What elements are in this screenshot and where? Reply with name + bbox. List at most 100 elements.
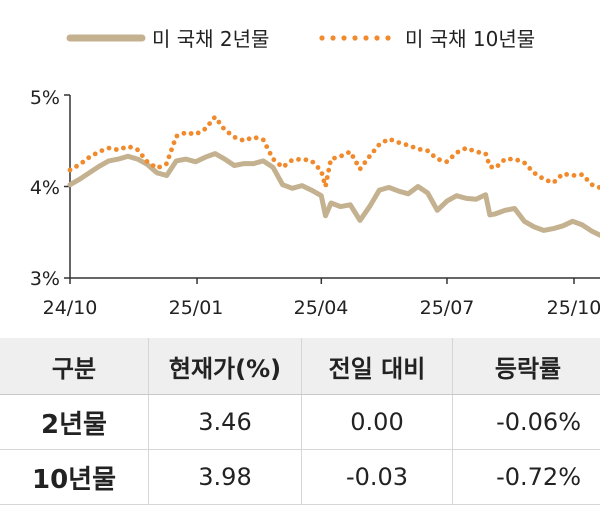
x-tick-label-2510: 25/10 (547, 297, 600, 319)
row-label: 2년물 (0, 395, 149, 450)
series-point-10y (217, 120, 222, 125)
series-point-10y (572, 173, 577, 178)
series-point-10y (358, 166, 363, 171)
legend-dot (385, 35, 390, 40)
series-point-10y (320, 171, 325, 176)
header-price: 현재가(%) (149, 338, 302, 395)
row-change: 0.00 (302, 395, 453, 450)
row-change: -0.03 (302, 450, 453, 505)
series-point-10y (277, 162, 282, 167)
legend-dot (319, 35, 324, 40)
series-point-10y (207, 121, 212, 126)
series-point-10y (328, 160, 333, 165)
series-point-10y (332, 156, 337, 161)
y-tick-label-3: 3% (30, 268, 60, 290)
x-tick-label-2501: 25/01 (169, 297, 224, 319)
series-point-10y (354, 161, 359, 166)
y-tick-label-4: 4% (30, 177, 60, 199)
series-point-10y (264, 144, 269, 149)
series-point-10y (247, 136, 252, 141)
series-point-10y (418, 147, 423, 152)
series-point-10y (151, 163, 156, 168)
series-point-10y (425, 148, 430, 153)
series-point-10y (240, 138, 245, 143)
series-point-10y (372, 149, 377, 154)
series-point-10y (304, 157, 309, 162)
series-point-10y (486, 159, 491, 164)
series-point-10y (135, 147, 140, 152)
series-point-10y (462, 146, 467, 151)
series-dots-10y (68, 115, 600, 189)
series-point-10y (93, 152, 98, 157)
series-point-10y (169, 147, 174, 152)
series-point-10y (404, 142, 409, 147)
series-point-10y (100, 148, 105, 153)
series-point-10y (128, 145, 133, 150)
series-point-10y (283, 163, 288, 168)
row-rate: -0.06% (453, 395, 600, 450)
series-point-10y (339, 153, 344, 158)
series-point-10y (140, 153, 145, 158)
series-point-10y (202, 127, 207, 132)
series-point-10y (323, 183, 328, 188)
series-point-10y (145, 159, 150, 164)
series-point-10y (74, 164, 79, 169)
series-point-10y (579, 172, 584, 177)
series-point-10y (164, 161, 169, 166)
series-point-10y (233, 135, 238, 140)
y-tick-label-5: 5% (30, 87, 60, 109)
series-point-10y (564, 172, 569, 177)
series-point-10y (522, 161, 527, 166)
series-point-10y (450, 154, 455, 159)
series-point-10y (501, 158, 506, 163)
legend-dot (363, 35, 368, 40)
series-point-10y (431, 153, 436, 158)
yield-chart: 미 국채 2년물 미 국채 10년물 5% 4% 3% 24/10 25/01 … (0, 0, 600, 335)
series-point-10y (296, 157, 301, 162)
series-point-10y (376, 143, 381, 148)
series-point-10y (476, 150, 481, 155)
series-point-10y (289, 158, 294, 163)
yield-table: 구분 현재가(%) 전일 대비 등락률 2년물 3.46 0.00 -0.06%… (0, 338, 600, 505)
series-point-10y (411, 145, 416, 150)
series-line-2y (70, 154, 600, 236)
series-point-10y (539, 175, 544, 180)
series-point-10y (326, 168, 331, 173)
series-point-10y (221, 126, 226, 131)
row-rate: -0.72% (453, 450, 600, 505)
header-change: 전일 대비 (302, 338, 453, 395)
series-point-10y (212, 115, 217, 120)
series-point-10y (389, 138, 394, 143)
series-point-10y (68, 168, 73, 173)
legend-dot (352, 35, 357, 40)
x-tick-label-2507: 25/07 (420, 297, 475, 319)
series-point-10y (227, 131, 232, 136)
series-point-10y (444, 159, 449, 164)
series-point-10y (590, 182, 595, 187)
series-point-10y (189, 131, 194, 136)
series-point-10y (558, 174, 563, 179)
legend-label-2y: 미 국채 2년물 (152, 27, 269, 51)
series-point-10y (114, 147, 119, 152)
series-point-10y (396, 140, 401, 145)
series-point-10y (585, 177, 590, 182)
table-row: 2년물 3.46 0.00 -0.06% (0, 395, 600, 450)
series-point-10y (107, 146, 112, 151)
series-point-10y (508, 157, 513, 162)
row-price: 3.46 (149, 395, 302, 450)
series-point-10y (469, 148, 474, 153)
series-point-10y (316, 165, 321, 170)
x-tick-label-2504: 25/04 (294, 297, 349, 319)
series-point-10y (175, 134, 180, 139)
legend-label-10y: 미 국채 10년물 (405, 27, 535, 51)
legend-dot (374, 35, 379, 40)
legend-swatch-10y (319, 35, 390, 40)
series-point-10y (437, 157, 442, 162)
header-category: 구분 (0, 338, 149, 395)
series-point-10y (362, 160, 367, 165)
series-point-10y (254, 135, 259, 140)
series-point-10y (351, 154, 356, 159)
series-point-10y (367, 154, 372, 159)
series-point-10y (456, 150, 461, 155)
row-price: 3.98 (149, 450, 302, 505)
